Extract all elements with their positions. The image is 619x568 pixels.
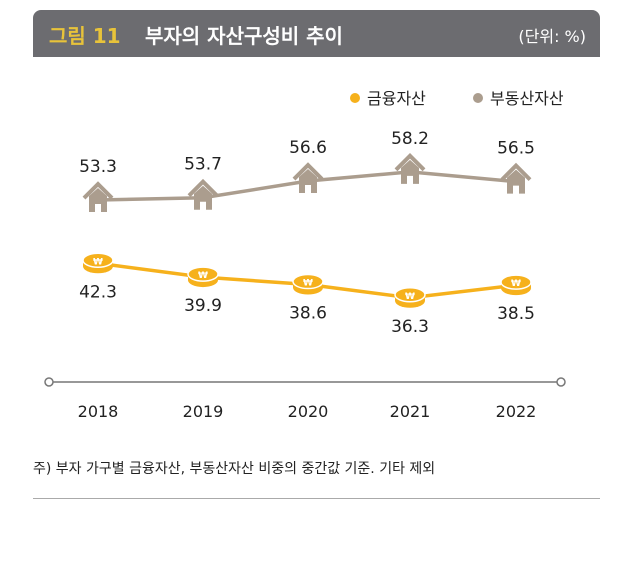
unit-label: (단위: %) (518, 27, 586, 46)
svg-text:₩: ₩ (93, 257, 103, 267)
footnote: 주) 부자 가구별 금융자산, 부동산자산 비중의 중간값 기준. 기타 제외 (33, 461, 436, 477)
legend-label: 금융자산 (367, 89, 426, 108)
data-label: 42.3 (79, 282, 117, 302)
coin-icon: ₩ (292, 273, 324, 295)
house-icon (187, 178, 219, 210)
x-tick-label: 2018 (78, 402, 119, 421)
data-label: 58.2 (391, 129, 429, 149)
legend-marker (473, 93, 483, 103)
svg-text:₩: ₩ (198, 271, 208, 281)
coin-icon: ₩ (500, 274, 532, 296)
figure-number: 그림 11 (49, 24, 121, 48)
house-icon (394, 153, 426, 184)
svg-text:₩: ₩ (405, 292, 415, 302)
house-icon (500, 162, 532, 194)
coin-icon: ₩ (187, 266, 219, 288)
coin-icon: ₩ (82, 252, 114, 274)
data-label: 56.5 (497, 139, 535, 159)
coin-icon: ₩ (394, 287, 426, 308)
legend-marker (350, 93, 360, 103)
house-icon (292, 162, 324, 194)
x-tick-label: 2022 (496, 402, 537, 421)
data-label: 38.5 (497, 304, 535, 324)
axis-end (556, 377, 566, 387)
data-label: 36.3 (391, 317, 429, 337)
figure-title: 부자의 자산구성비 추이 (145, 24, 343, 48)
figure-header: 그림 11 부자의 자산구성비 추이 (단위: %) (33, 10, 600, 57)
svg-text:₩: ₩ (511, 279, 521, 289)
bottom-divider (33, 498, 600, 499)
legend-label: 부동산자산 (490, 89, 564, 108)
data-label: 38.6 (289, 304, 327, 324)
data-label: 39.9 (184, 296, 222, 316)
x-tick-label: 2021 (390, 402, 431, 421)
x-tick-label: 2019 (183, 402, 224, 421)
axis-end (44, 377, 54, 387)
x-tick-label: 2020 (288, 402, 329, 421)
data-label: 53.3 (79, 157, 117, 177)
legend-item-1: 부동산자산 (473, 89, 564, 108)
legend-item-0: 금융자산 (350, 89, 426, 108)
data-label: 56.6 (289, 138, 327, 158)
data-label: 53.7 (184, 155, 222, 175)
house-icon (82, 181, 114, 213)
svg-text:₩: ₩ (303, 279, 313, 289)
